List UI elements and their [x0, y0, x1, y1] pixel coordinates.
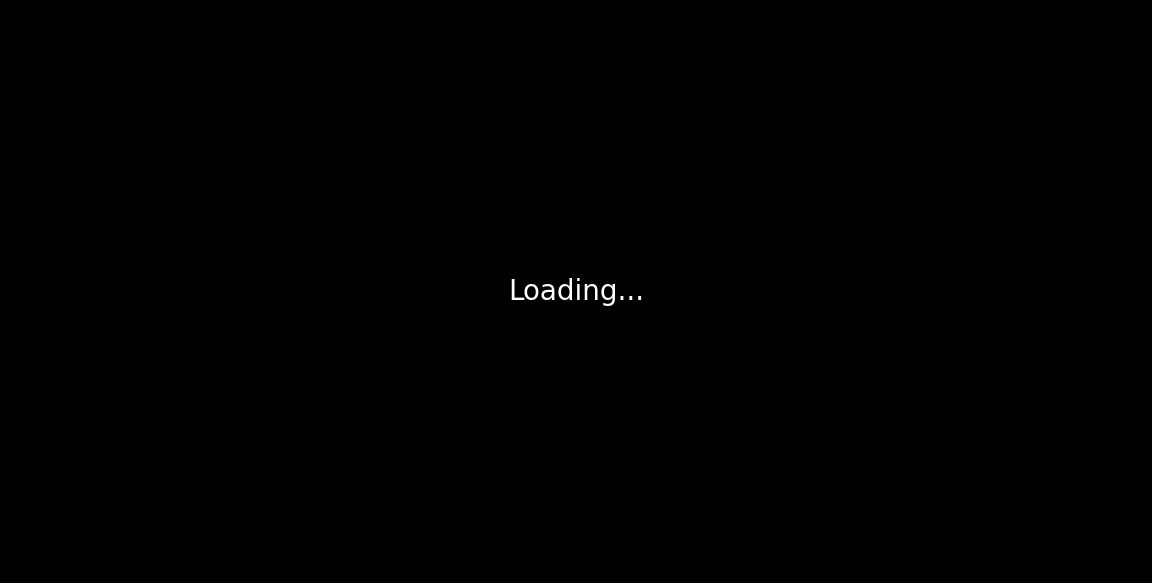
Text: Loading...: Loading... — [508, 278, 644, 306]
